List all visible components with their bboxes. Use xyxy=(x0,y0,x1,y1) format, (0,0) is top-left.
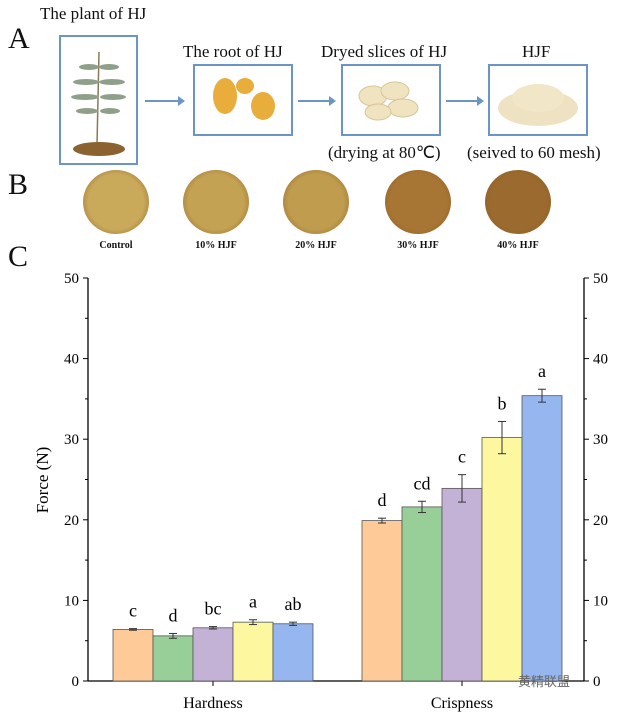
significance-letter: c xyxy=(129,601,137,621)
bar xyxy=(481,437,523,682)
powder-image xyxy=(488,64,588,136)
bar xyxy=(441,487,483,682)
significance-letter: d xyxy=(378,490,387,510)
bar xyxy=(192,627,234,682)
step-title-plant: The plant of HJ xyxy=(40,4,147,23)
cookie-image xyxy=(283,170,349,234)
cookie-label: 10% HJF xyxy=(195,240,237,251)
y-tick-label: 30 xyxy=(64,432,79,448)
bar xyxy=(521,395,563,682)
panel-label-a: A xyxy=(8,22,30,55)
panel-label-c: C xyxy=(8,240,29,273)
y-tick-label: 10 xyxy=(593,593,608,609)
y-tick-label: 0 xyxy=(72,674,80,690)
step-title-root: The root of HJ xyxy=(183,42,283,61)
cookie-image xyxy=(485,170,551,234)
y-tick-label: 20 xyxy=(64,513,79,529)
y-tick-label: 50 xyxy=(593,271,608,287)
y-tick-label: 40 xyxy=(593,352,608,368)
significance-letter: b xyxy=(498,393,507,413)
bar xyxy=(401,506,443,682)
bar xyxy=(112,629,154,682)
step-note-hjf: (seived to 60 mesh) xyxy=(467,143,601,162)
y-axis-label: Force (N) xyxy=(33,447,52,514)
step-note-slices: (drying at 80℃) xyxy=(328,143,441,162)
root-image xyxy=(193,64,293,136)
y-tick-label: 30 xyxy=(593,432,608,448)
bar xyxy=(361,520,403,682)
significance-letter: ab xyxy=(285,594,302,614)
significance-letter: d xyxy=(169,605,178,625)
step-title-hjf: HJF xyxy=(522,42,551,61)
significance-letter: bc xyxy=(205,599,222,619)
significance-letter: a xyxy=(538,361,546,381)
x-tick-label: Crispness xyxy=(431,695,493,712)
arrow-icon xyxy=(446,96,484,106)
cookie-image xyxy=(385,170,451,234)
arrow-icon xyxy=(298,96,336,106)
significance-letter: cd xyxy=(414,473,431,493)
x-tick-label: Hardness xyxy=(183,695,243,712)
slices-image xyxy=(341,64,441,136)
cookie-label: Control xyxy=(99,240,133,251)
bar xyxy=(152,635,194,682)
cookie-image xyxy=(83,170,149,234)
significance-letter: c xyxy=(458,447,466,467)
y-tick-label: 50 xyxy=(64,271,79,287)
bar xyxy=(272,623,314,682)
plant-image xyxy=(59,35,138,165)
significance-letter: a xyxy=(249,592,257,612)
step-title-slices: Dryed slices of HJ xyxy=(321,42,448,61)
y-tick-label: 40 xyxy=(64,352,79,368)
arrow-icon xyxy=(145,96,185,106)
bar xyxy=(232,621,274,682)
cookie-image xyxy=(183,170,249,234)
panel-label-b: B xyxy=(8,168,29,201)
cookie-label: 30% HJF xyxy=(397,240,439,251)
y-tick-label: 20 xyxy=(593,513,608,529)
y-tick-label: 10 xyxy=(64,593,79,609)
cookie-label: 20% HJF xyxy=(295,240,337,251)
y-tick-label: 0 xyxy=(593,674,601,690)
watermark: 黄精联盟 xyxy=(518,675,571,690)
fern-icon xyxy=(71,51,126,156)
cookie-label: 40% HJF xyxy=(497,240,539,251)
